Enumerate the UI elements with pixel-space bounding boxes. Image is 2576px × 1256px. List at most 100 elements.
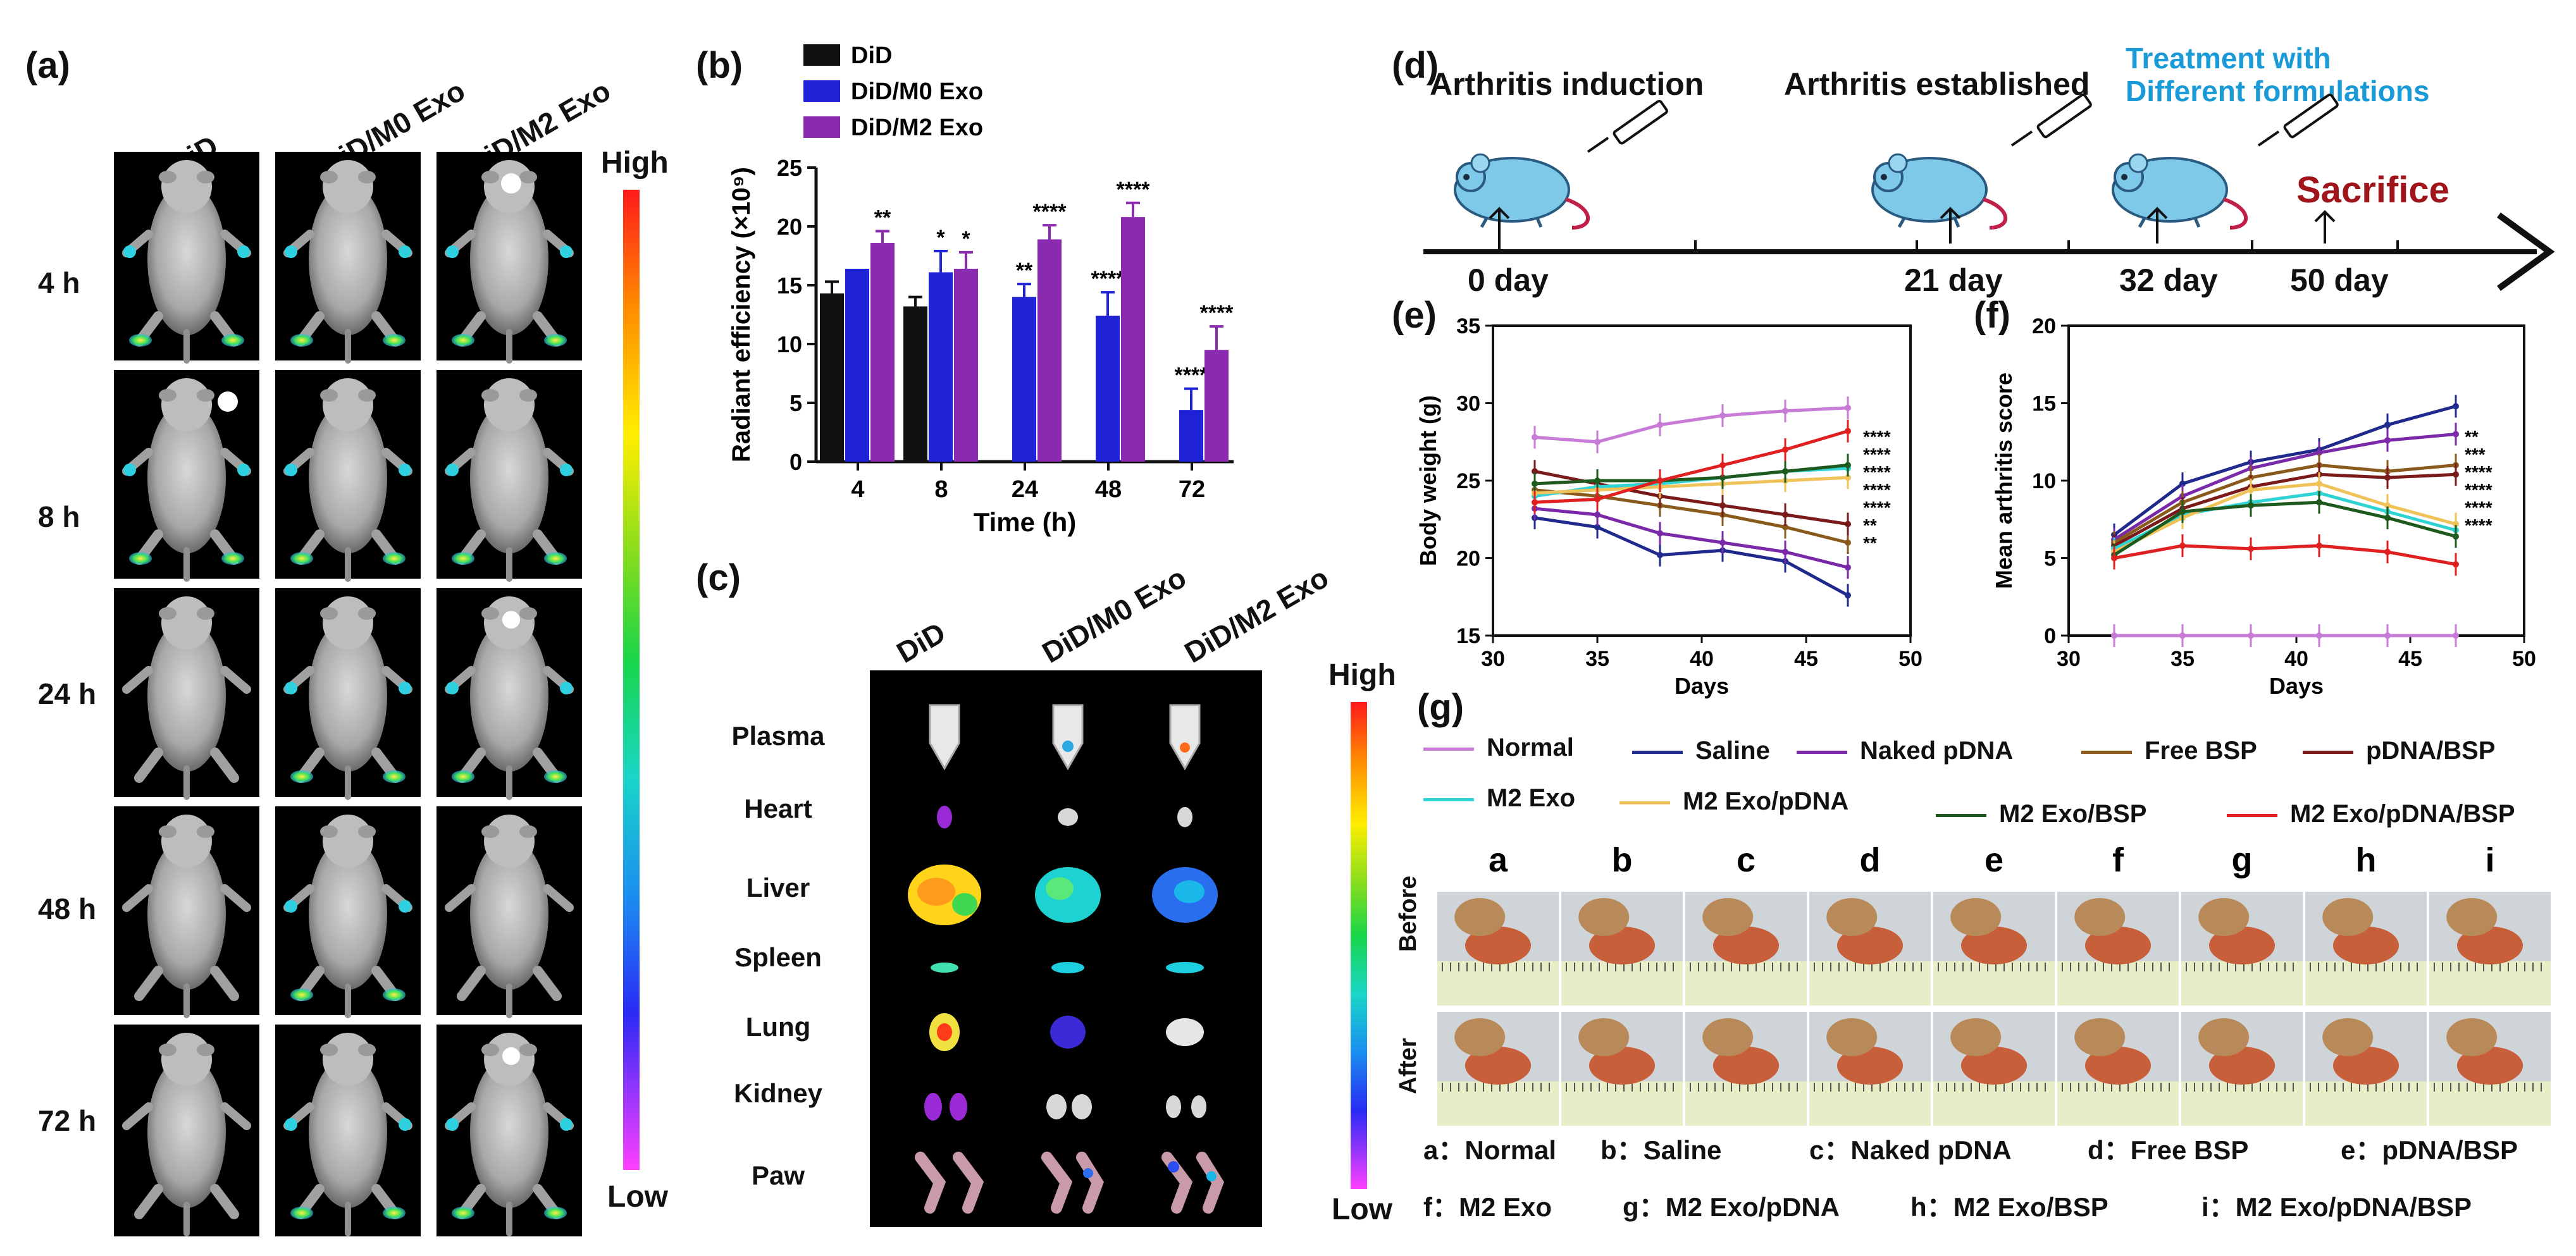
ytick-label: 0	[2044, 624, 2056, 648]
b-bar-1-2	[1012, 297, 1036, 462]
legend-swatch	[1423, 747, 1474, 751]
sig-label: ****	[1863, 462, 1891, 482]
point	[1845, 539, 1851, 546]
ruler	[2181, 1081, 2303, 1126]
panel-a-row-24h: 24 h	[38, 677, 97, 710]
point	[2316, 542, 2322, 549]
b-bar-2-4	[1204, 350, 1229, 462]
fur	[2074, 898, 2126, 936]
plasma-tube-m0	[1052, 704, 1084, 771]
chart-f-series-7	[2113, 500, 2456, 557]
fur	[1702, 1018, 1754, 1056]
ruler	[1561, 1081, 1683, 1126]
sig-label: **	[2465, 427, 2479, 446]
chart-f-series-4	[2113, 472, 2456, 548]
b-sig: ****	[1117, 178, 1151, 202]
b-sig: *	[962, 227, 970, 251]
caption-h: h：M2 Exo/BSP	[1910, 1192, 2108, 1222]
photo-letter-i: i	[2485, 841, 2494, 879]
paw	[2457, 1047, 2523, 1085]
legend-swatch	[2227, 813, 2277, 817]
point	[2248, 545, 2254, 552]
caption-c: c：Naked pDNA	[1809, 1135, 2012, 1165]
panel-a-colorbar-high: High	[601, 146, 669, 180]
point	[1782, 407, 1788, 414]
sig-label: **	[1863, 515, 1877, 535]
ruler	[1809, 961, 1931, 1006]
point	[2179, 632, 2186, 639]
panel-c-colorbar	[1351, 702, 1367, 1189]
point	[1719, 502, 1726, 509]
ytick-label: 30	[1456, 392, 1480, 416]
organ-spleen: Spleen	[734, 942, 822, 972]
xtick-label: 40	[1690, 647, 1714, 671]
kidney-m0-2	[1072, 1094, 1092, 1119]
chart-f-series-8	[2114, 544, 2456, 566]
panel-c-colorbar-low: Low	[1332, 1193, 1392, 1226]
point	[2453, 403, 2459, 410]
point	[2384, 632, 2391, 639]
b-bar-2-0	[870, 243, 895, 462]
paw	[2457, 927, 2523, 964]
point	[2111, 632, 2117, 639]
mouse-r3c1	[114, 588, 259, 797]
chart-e-series-2	[1534, 507, 1848, 569]
point	[2453, 520, 2459, 527]
ruler	[1933, 961, 2055, 1006]
legend-swatch	[1619, 801, 1670, 804]
legend-swatch	[1423, 797, 1474, 801]
legend-pdna-bsp: pDNA/BSP	[2303, 737, 2495, 765]
photo-letter-g: g	[2232, 841, 2253, 879]
fur	[1702, 898, 1754, 936]
sig-label: ****	[1863, 498, 1891, 517]
ytick-label: 35	[1456, 314, 1480, 338]
point	[1594, 524, 1601, 531]
fur	[2446, 898, 2498, 936]
chart-e-series-6	[1534, 476, 1848, 495]
legend-b-swatch-2	[803, 116, 840, 138]
point	[1782, 524, 1788, 531]
xtick-label: 35	[1585, 647, 1609, 671]
chart-f-series-1	[2113, 404, 2456, 536]
heart-did	[937, 806, 952, 828]
chart-f-series-6	[2113, 482, 2456, 553]
chart-e-series-8	[1534, 429, 1848, 504]
fur	[2322, 898, 2374, 936]
legend-saline: Saline	[1632, 737, 1770, 765]
panel-c-col-did: DiD	[891, 615, 951, 670]
paw	[1713, 927, 1779, 964]
sig-label: ***	[2465, 445, 2486, 464]
legend-naked-pdna: Naked pDNA	[1797, 737, 2013, 765]
b-bar-2-1	[954, 268, 978, 462]
mouse-r4c2	[275, 806, 421, 1015]
fur	[1454, 1018, 1506, 1056]
ruler	[1933, 1081, 2055, 1126]
event-arthritis-established: Arthritis established	[1784, 66, 2090, 102]
point	[1719, 539, 1726, 546]
organ-lung: Lung	[745, 1012, 811, 1042]
chart-f-series-3	[2113, 463, 2456, 545]
point	[1532, 480, 1538, 487]
paw	[1961, 927, 2027, 964]
point	[2453, 561, 2459, 568]
panel-c-colorbar-high: High	[1328, 658, 1396, 692]
sig-label: ****	[2465, 515, 2492, 535]
point	[1594, 438, 1601, 445]
photo-row-before: Before	[1395, 875, 1421, 952]
b-bar-2-3	[1121, 217, 1145, 462]
chart-f-ylabel: Mean arthritis score	[1991, 372, 2017, 589]
point	[1532, 434, 1538, 441]
mouse-r1c2	[275, 152, 421, 360]
legend-b-swatch-0	[803, 44, 840, 66]
point	[1657, 551, 1663, 558]
sig-label: ****	[2465, 498, 2492, 517]
b-xlabel: Time (h)	[974, 507, 1077, 537]
ruler	[1437, 1081, 1559, 1126]
paw	[2333, 1047, 2399, 1085]
paw-m0-1	[1041, 1152, 1073, 1214]
paw	[1837, 927, 1903, 964]
organ-liver: Liver	[746, 873, 810, 902]
point	[1845, 404, 1851, 411]
point	[1845, 520, 1851, 527]
kidney-did-2	[950, 1093, 967, 1121]
